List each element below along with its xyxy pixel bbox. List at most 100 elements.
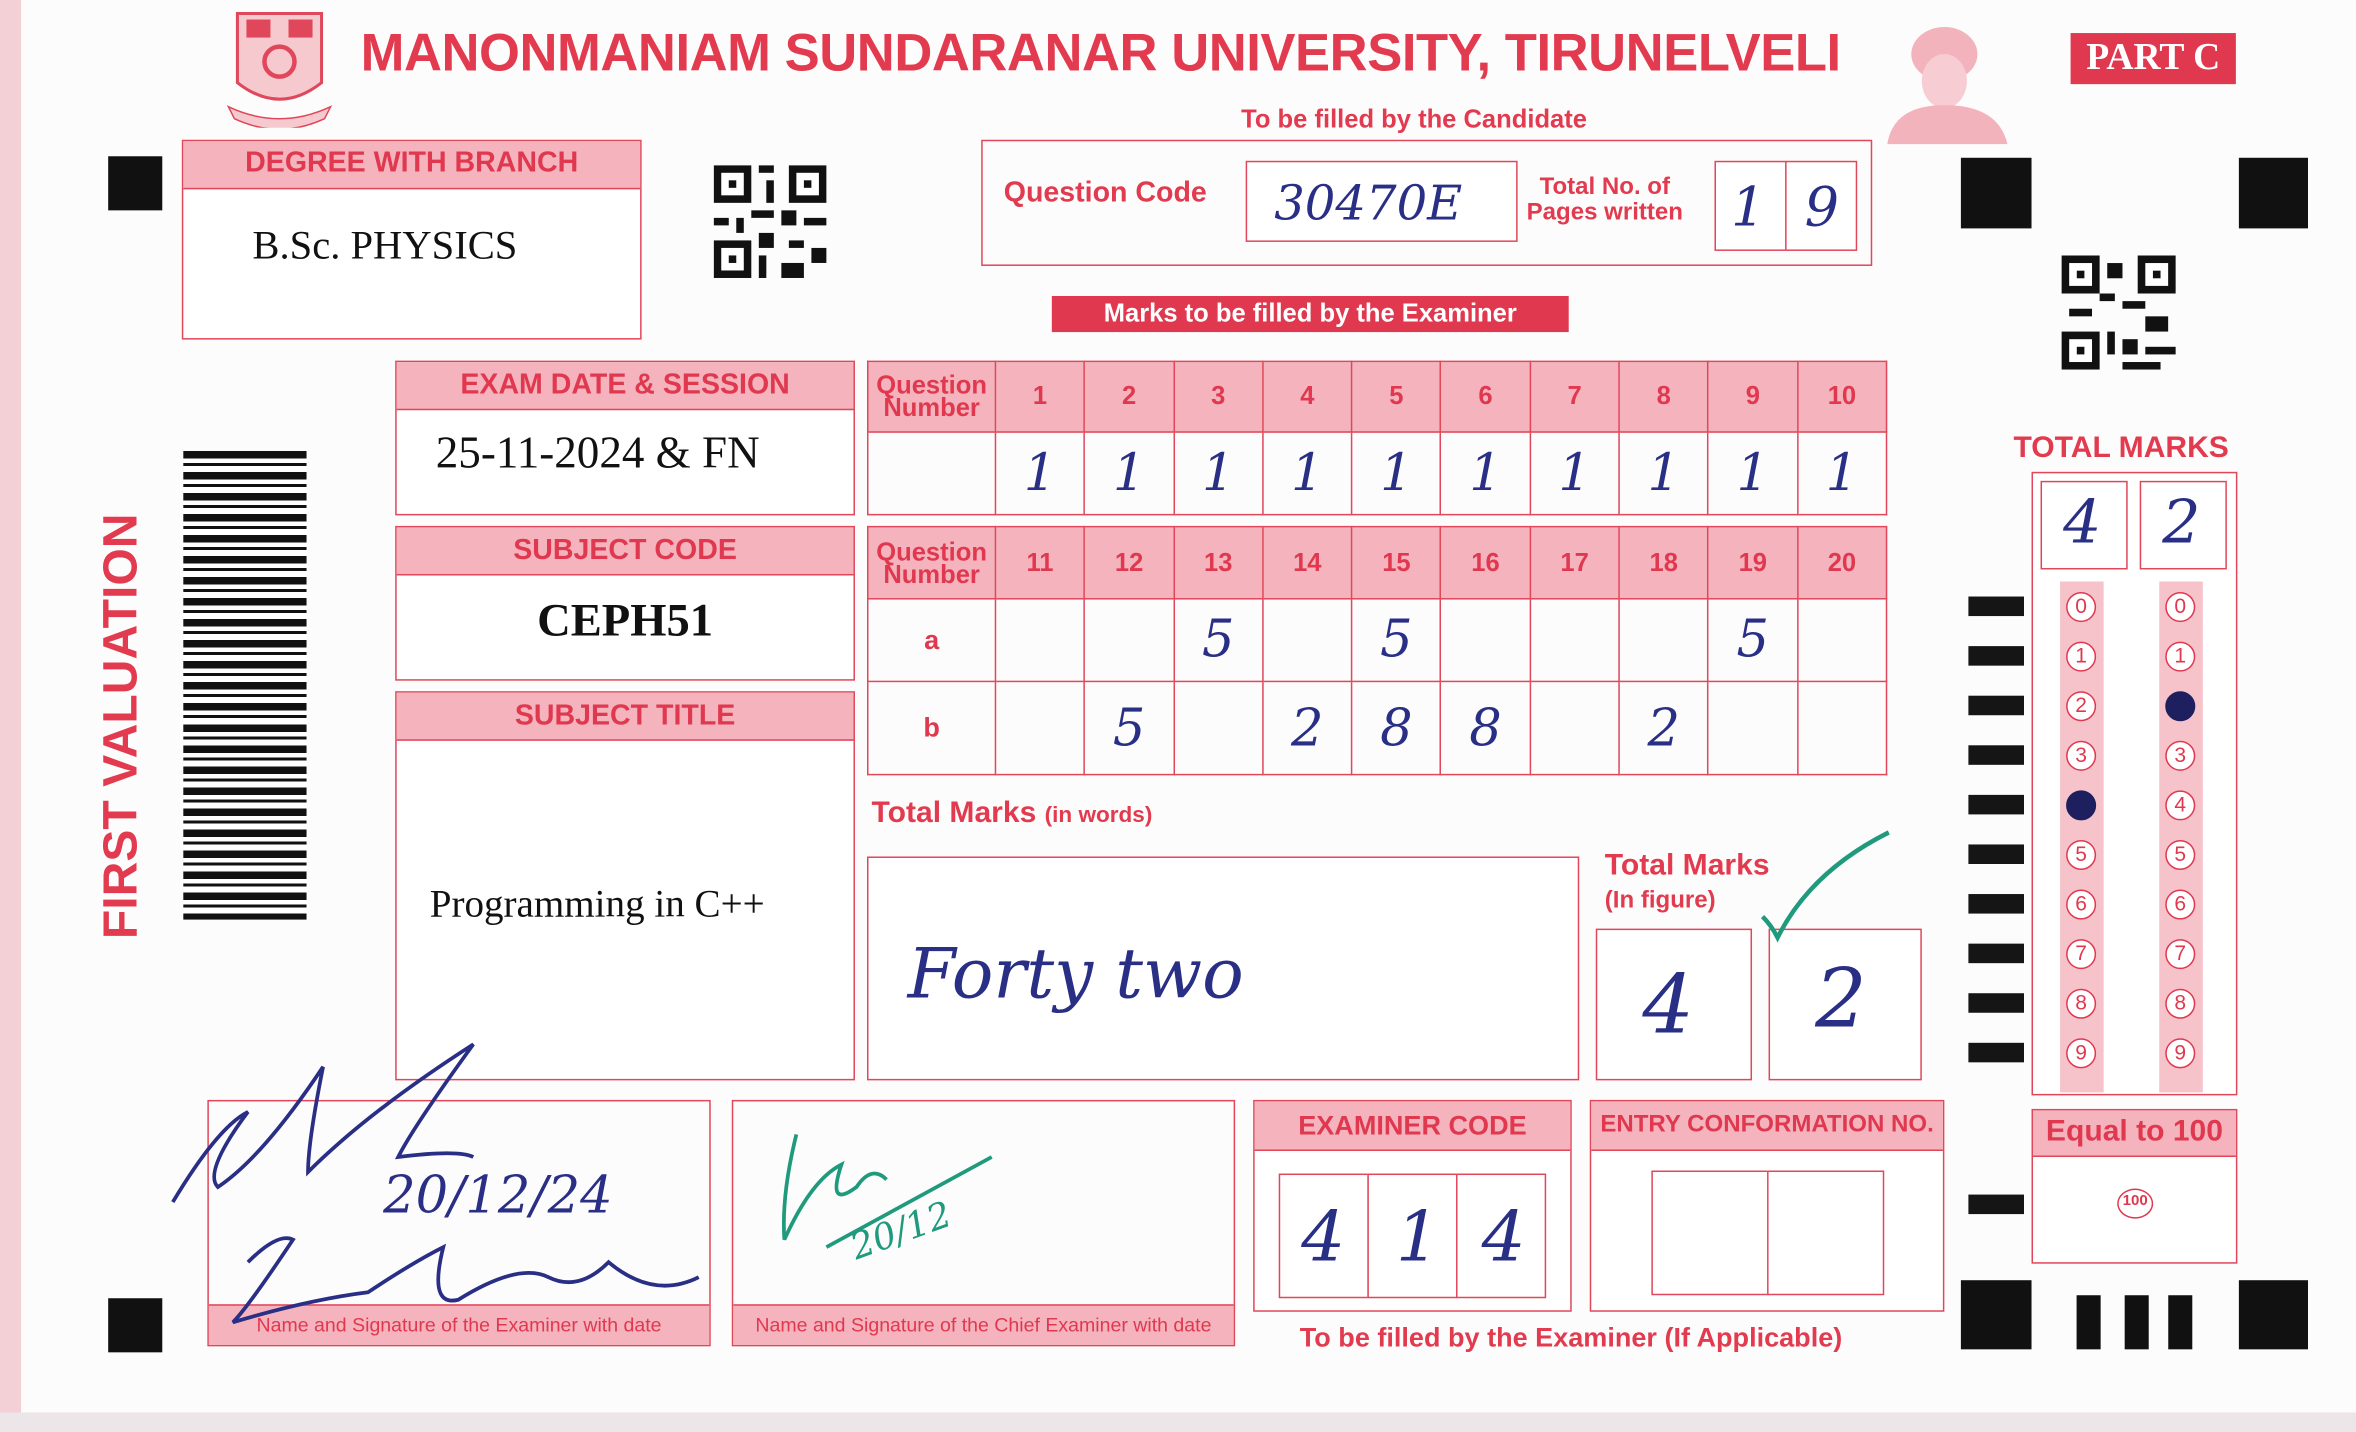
entry-conformation-digit[interactable] (1767, 1170, 1885, 1296)
bottom-edge (0, 1412, 2356, 1432)
total-words-sub: (in words) (1044, 802, 1153, 828)
mark-cell[interactable]: 1 (1440, 431, 1531, 516)
mark-cell[interactable]: 5 (1707, 598, 1799, 683)
pages-written-label-line1: Total No. of (1539, 174, 1670, 200)
omr-bubble[interactable]: 8 (2165, 988, 2196, 1019)
qr-code-icon (2061, 255, 2176, 370)
examiner-code-label: EXAMINER CODE (1254, 1101, 1571, 1151)
check-mark-icon (1760, 830, 1890, 943)
timing-mark (1968, 894, 2025, 914)
chief-signature-label: Name and Signature of the Chief Examiner… (733, 1304, 1234, 1345)
question-number: 14 (1262, 525, 1353, 600)
timing-mark (1968, 1042, 2025, 1063)
total-figure-digit-box: 2 (1768, 928, 1922, 1081)
examiner-code-digit-text: 1 (1395, 1196, 1440, 1278)
left-edge (0, 0, 22, 1432)
omr-bubble[interactable]: 7 (2165, 939, 2196, 970)
question-number: 10 (1796, 360, 1888, 433)
examiner-code-digit-text: 4 (1481, 1196, 1526, 1278)
mark-cell[interactable]: 1 (1618, 431, 1710, 516)
omr-bubble[interactable]: 2 (2066, 691, 2097, 722)
first-valuation-label: FIRST VALUATION (93, 513, 148, 940)
university-title: MANONMANIAM SUNDARANAR UNIVERSITY, TIRUN… (360, 24, 1842, 83)
footer-note: To be filled by the Examiner (If Applica… (1299, 1322, 1843, 1353)
total-words-label: Total Marks (in words) (872, 796, 1153, 831)
timing-mark (1968, 794, 2025, 815)
total-figure-sub: (In figure) (1604, 888, 1716, 914)
examiner-signature-box: Name and Signature of the Examiner with … (207, 1099, 711, 1347)
subject-code-label: SUBJECT CODE (396, 527, 854, 576)
mark-cell[interactable] (1083, 598, 1175, 683)
omr-bubble[interactable]: 1 (2066, 641, 2097, 672)
mark-cell[interactable] (1618, 598, 1710, 683)
mark-cell[interactable]: 1 (1529, 431, 1620, 516)
degree-box: DEGREE WITH BRANCH B.Sc. PHYSICS (181, 139, 642, 340)
mark-cell[interactable] (1796, 680, 1888, 776)
subject-code-box: SUBJECT CODE CEPH51 (395, 525, 855, 681)
bubble-100[interactable]: 100 (2117, 1188, 2154, 1219)
mark-cell[interactable] (1796, 598, 1888, 683)
mark-cell[interactable]: 5 (1172, 598, 1264, 683)
omr-bubble[interactable]: 3 (2066, 740, 2097, 771)
question-number: 9 (1707, 360, 1799, 433)
timing-bar (2168, 1295, 2193, 1350)
total-figure-digit: 2 (1815, 951, 1867, 1046)
mark-cell[interactable] (1172, 680, 1264, 776)
pages-digit-box: 9 (1785, 160, 1858, 251)
question-number: 7 (1529, 360, 1620, 433)
mark-cell[interactable] (1707, 680, 1799, 776)
mark-cell[interactable] (994, 598, 1086, 683)
mark-cell[interactable]: 1 (994, 431, 1086, 516)
total-words-title: Total Marks (871, 796, 1037, 830)
omr-bubble[interactable]: 9 (2165, 1038, 2196, 1069)
omr-bubble[interactable]: 6 (2165, 889, 2196, 920)
mark-cell[interactable]: 2 (1618, 680, 1710, 776)
mark-cell[interactable]: 1 (1351, 431, 1442, 516)
omr-bubble[interactable]: 5 (2165, 839, 2196, 871)
omr-bubble[interactable]: 7 (2066, 939, 2097, 970)
omr-bubble[interactable]: 4 (2165, 790, 2196, 821)
mark-cell[interactable]: 1 (1262, 431, 1353, 516)
mark-cell[interactable] (1529, 680, 1620, 776)
timing-mark (1968, 745, 2025, 765)
subject-title-box: SUBJECT TITLE Programming in C++ (395, 691, 855, 1081)
university-logo-icon (226, 12, 333, 128)
mark-cell[interactable] (994, 680, 1086, 776)
omr-bubble[interactable]: 8 (2066, 988, 2097, 1019)
question-number: 11 (994, 525, 1086, 600)
omr-bubble[interactable]: 3 (2165, 740, 2196, 771)
question-code-value: 30470E (1274, 174, 1463, 232)
timing-mark (1968, 943, 2025, 964)
examiner-signature (171, 1042, 700, 1325)
mark-cell[interactable] (1529, 598, 1620, 683)
omr-bubble[interactable]: 4 (2066, 790, 2097, 821)
omr-bubble[interactable]: 0 (2066, 592, 2097, 623)
total-figure-digit-box: 4 (1595, 928, 1753, 1081)
omr-bubble[interactable]: 0 (2165, 592, 2196, 623)
mark-cell[interactable]: 8 (1351, 680, 1442, 776)
omr-bubble[interactable]: 6 (2066, 889, 2097, 920)
mark-cell[interactable]: 1 (1083, 431, 1175, 516)
mark-cell[interactable]: 5 (1351, 598, 1442, 683)
omr-digit: 2 (2162, 488, 2201, 558)
mark-cell[interactable]: 1 (1707, 431, 1799, 516)
total-words-box: Forty two (867, 856, 1580, 1081)
registration-mark (108, 156, 163, 211)
entry-conformation-digit[interactable] (1651, 1170, 1769, 1296)
question-number: 16 (1440, 525, 1531, 600)
omr-bubble[interactable]: 9 (2066, 1038, 2097, 1069)
pages-digit: 1 (1730, 177, 1766, 239)
omr-bubble[interactable]: 2 (2165, 691, 2196, 722)
mark-cell[interactable]: 1 (1796, 431, 1888, 516)
mark-cell[interactable] (1440, 598, 1531, 683)
empty-cell (867, 431, 997, 516)
omr-bubble[interactable]: 1 (2165, 641, 2196, 672)
mark-cell[interactable]: 2 (1262, 680, 1353, 776)
mark-cell[interactable]: 5 (1083, 680, 1175, 776)
mark-cell[interactable] (1262, 598, 1353, 683)
examiner-signature-date: 20/12/24 (383, 1166, 613, 1227)
mark-cell[interactable]: 8 (1440, 680, 1531, 776)
omr-bubble[interactable]: 5 (2066, 839, 2097, 871)
mark-cell[interactable]: 1 (1172, 431, 1264, 516)
